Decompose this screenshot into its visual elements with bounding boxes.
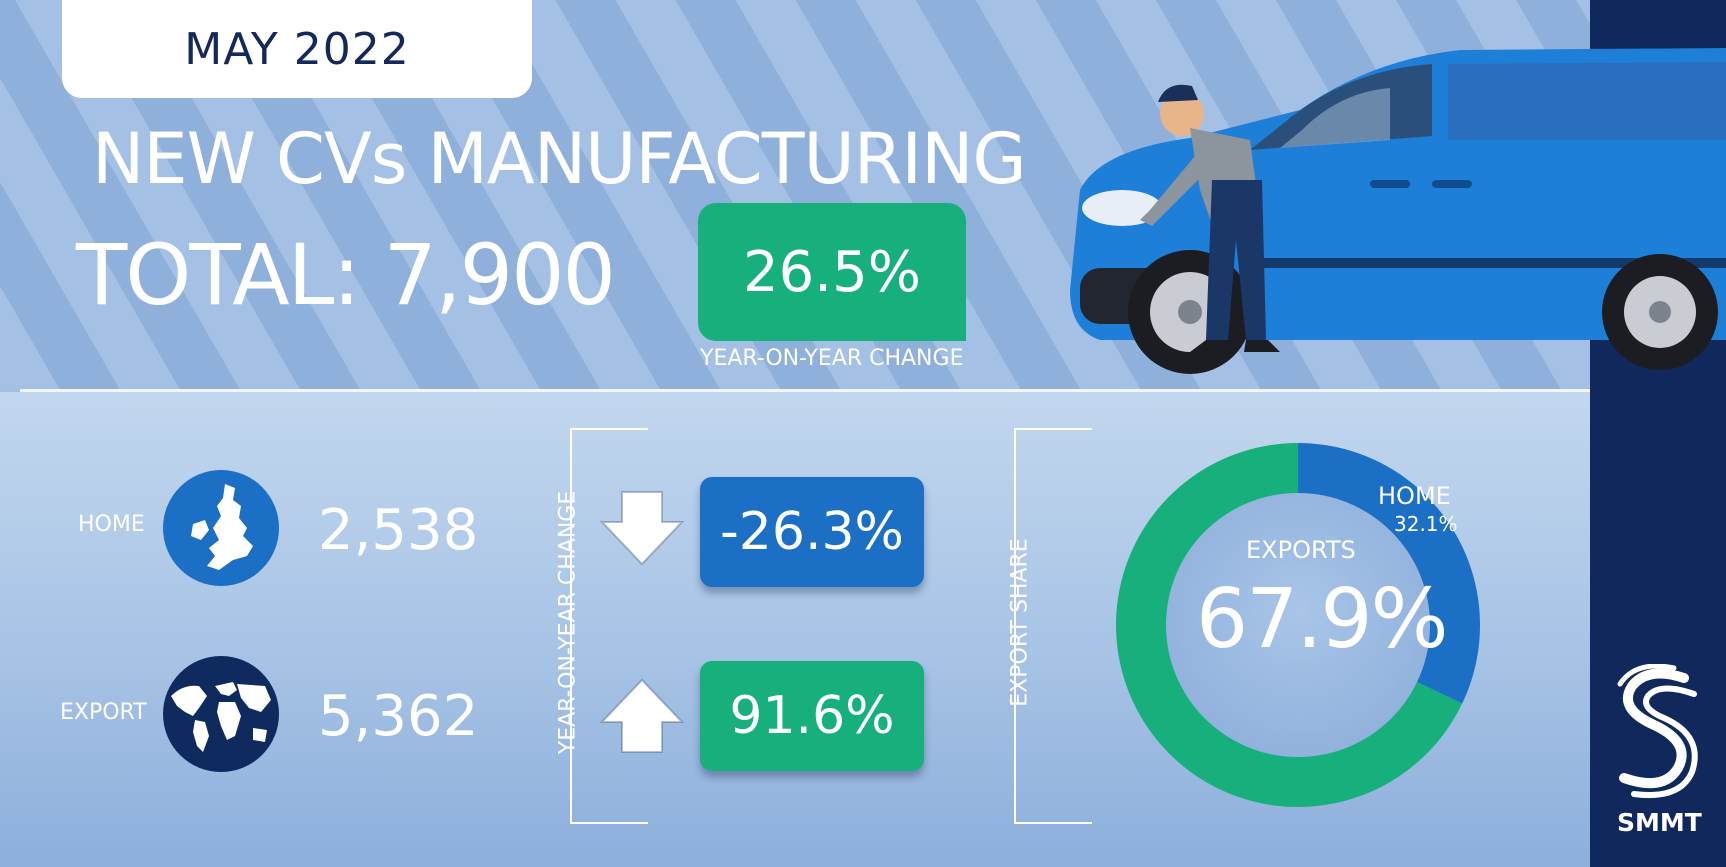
headline: NEW CVs MANUFACTURING (92, 118, 1027, 200)
globe-icon (163, 656, 279, 772)
total-figure: TOTAL: 7,900 (76, 226, 616, 324)
smmt-logo (1617, 664, 1698, 798)
home-value: 2,538 (318, 498, 479, 563)
total-yoy-value: 26.5% (743, 239, 921, 305)
share-axis-label: EXPORT SHARE (1007, 538, 1033, 707)
donut-hole (1166, 493, 1430, 757)
section-divider (20, 389, 1590, 392)
date-label: MAY 2022 (184, 23, 410, 75)
uk-map-icon (163, 470, 279, 586)
donut-home-label: HOME (1378, 482, 1451, 510)
donut-segment-home (1298, 443, 1480, 704)
change-axis-label: YEAR-ON-YEAR CHANGE (555, 490, 581, 755)
van-mechanic-illustration (1070, 48, 1726, 374)
smmt-wordmark: SMMT (1617, 808, 1702, 837)
share-bracket (1014, 428, 1092, 824)
total-yoy-badge: 26.5% (698, 203, 966, 341)
change-bracket (570, 428, 648, 824)
home-change-value: -26.3% (720, 502, 904, 562)
export-share-donut (1116, 443, 1480, 807)
donut-exports-pct: 67.9% (1196, 572, 1448, 667)
donut-home-pct: 32.1% (1394, 512, 1458, 536)
home-label: HOME (78, 512, 145, 537)
donut-exports-label: EXPORTS (1246, 536, 1356, 564)
export-label: EXPORT (60, 700, 147, 725)
up-arrow-icon (599, 678, 685, 753)
home-change-badge: -26.3% (700, 477, 924, 587)
date-tab: MAY 2022 (62, 0, 532, 98)
export-change-badge: 91.6% (700, 661, 924, 771)
export-value: 5,362 (318, 684, 479, 749)
down-arrow-icon (599, 491, 685, 566)
total-yoy-label: YEAR-ON-YEAR CHANGE (700, 346, 964, 371)
export-change-value: 91.6% (729, 686, 895, 746)
